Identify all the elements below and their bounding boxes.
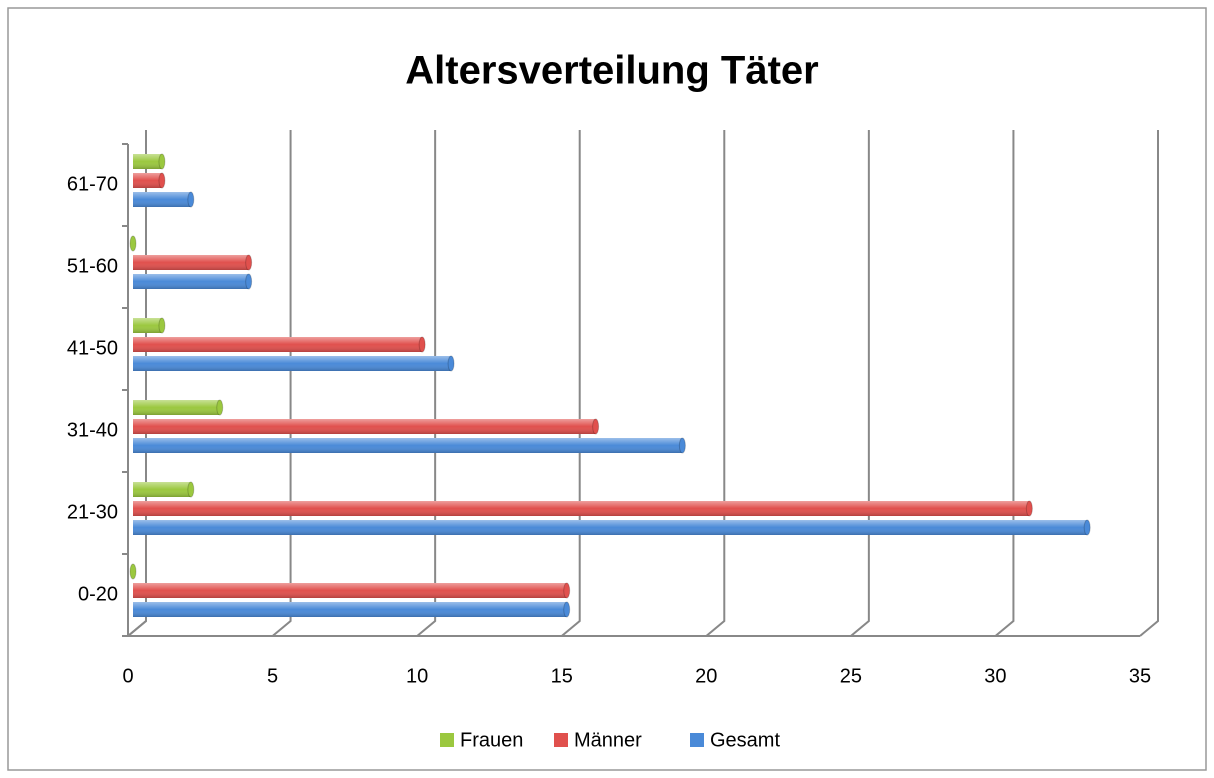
x-tick-label: 5 xyxy=(267,665,278,687)
y-tick-label: 61-70 xyxy=(67,173,118,195)
grid-line xyxy=(271,130,292,637)
bar-group xyxy=(133,317,166,334)
bar-group xyxy=(133,355,455,372)
bar-cap xyxy=(245,273,253,290)
bar-shine xyxy=(133,192,191,207)
bar-group xyxy=(133,172,166,189)
bar-cap xyxy=(187,191,195,208)
bar-shine xyxy=(133,255,249,270)
x-tick-label: 10 xyxy=(406,665,428,687)
bar-shine xyxy=(133,337,423,352)
y-tick-label: 51-60 xyxy=(67,255,118,277)
bar-group xyxy=(129,235,137,252)
bar-group xyxy=(133,273,253,290)
y-tick-label: 41-50 xyxy=(67,337,118,359)
bar-group xyxy=(133,481,195,498)
bar-shine xyxy=(133,482,191,497)
bar-group xyxy=(133,437,686,454)
bar-shine xyxy=(133,419,596,434)
bar-shine xyxy=(133,501,1030,516)
bar-shine xyxy=(133,602,567,617)
bar-shine xyxy=(133,154,162,169)
y-tick-label: 31-40 xyxy=(67,419,118,441)
chart-frame xyxy=(7,7,1207,771)
bar-cap xyxy=(563,582,571,599)
grid-line xyxy=(850,130,870,637)
grid-line xyxy=(705,130,726,637)
bar-group xyxy=(133,336,426,353)
x-tick-label: 25 xyxy=(840,665,862,687)
bar-group xyxy=(133,582,571,599)
bar-cap xyxy=(158,317,166,334)
bar-cap xyxy=(187,481,195,498)
legend-label: Frauen xyxy=(460,729,523,751)
legend-swatch xyxy=(554,733,568,747)
grid-line xyxy=(1139,130,1159,637)
bar-cap xyxy=(563,601,571,618)
bar-cap xyxy=(129,563,137,580)
bar-cap xyxy=(592,418,600,435)
legend-label: Gesamt xyxy=(710,729,780,751)
x-tick-label: 30 xyxy=(984,665,1006,687)
bars xyxy=(129,153,1091,618)
bar-cap xyxy=(158,172,166,189)
bar-group xyxy=(133,601,571,618)
x-tick-label: 35 xyxy=(1129,665,1151,687)
legend-swatch xyxy=(440,733,454,747)
bar-cap xyxy=(129,235,137,252)
y-tick-label: 21-30 xyxy=(67,501,118,523)
legend-label: Männer xyxy=(574,729,642,751)
bar-cap xyxy=(245,254,253,271)
grid-line xyxy=(416,130,437,637)
bar-group xyxy=(133,519,1091,536)
legend: Frauen Männer Gesamt xyxy=(440,729,780,751)
labels: 0 5 10 15 20 25 30 35 0-20 21-30 31-40 41-50 51-60 61… xyxy=(67,173,1151,687)
bar-shine xyxy=(133,356,452,371)
bar-group xyxy=(129,563,137,580)
bar-shine xyxy=(133,438,683,453)
bar-cap xyxy=(447,355,455,372)
x-tick-label: 0 xyxy=(122,665,133,687)
bar-group xyxy=(133,191,195,208)
grid-line xyxy=(994,130,1015,637)
bar-cap xyxy=(1083,519,1091,536)
bar-cap xyxy=(418,336,426,353)
legend-swatch xyxy=(690,733,704,747)
bar-group xyxy=(133,153,166,170)
bar-group xyxy=(133,418,600,435)
bar-shine xyxy=(133,173,162,188)
bar-shine xyxy=(133,583,567,598)
bar-shine xyxy=(133,274,249,289)
bar-cap xyxy=(158,153,166,170)
bar-cap xyxy=(678,437,686,454)
bar-cap xyxy=(1025,500,1033,517)
bar-group xyxy=(133,254,253,271)
bar-group xyxy=(133,399,224,416)
y-axis xyxy=(127,130,147,637)
grid-line xyxy=(561,130,581,637)
x-tick-label: 20 xyxy=(695,665,717,687)
x-tick-label: 15 xyxy=(551,665,573,687)
bar-cap xyxy=(216,399,224,416)
grid xyxy=(122,130,1159,637)
bar-shine xyxy=(133,318,162,333)
bar-shine xyxy=(133,400,220,415)
bar-group xyxy=(133,500,1033,517)
y-tick-label: 0-20 xyxy=(78,583,118,605)
bar-shine xyxy=(133,520,1088,535)
chart-title: Altersverteilung Täter xyxy=(405,49,818,93)
